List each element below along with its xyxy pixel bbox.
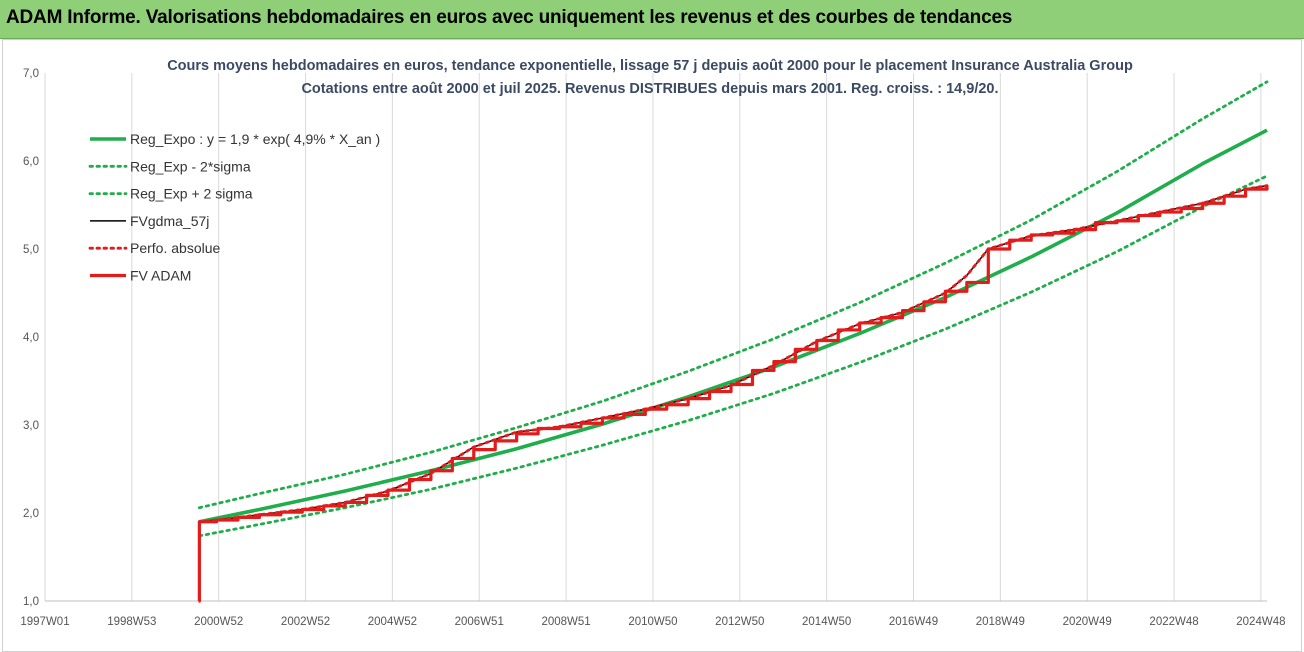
header-title: ADAM Informe. Valorisations hebdomadaire… — [6, 7, 1013, 28]
y-tick-label: 6,0 — [23, 156, 39, 168]
legend-label: Perfo. absolue — [130, 240, 220, 256]
chart-subtitle: Cotations entre août 2000 et juil 2025. … — [301, 81, 998, 97]
legend-label: Reg_Exp - 2*sigma — [130, 158, 251, 174]
x-tick-label: 2014W50 — [802, 616, 851, 628]
x-tick-label: 2020W49 — [1063, 616, 1112, 628]
header-bar: ADAM Informe. Valorisations hebdomadaire… — [0, 0, 1304, 39]
x-tick-label: 2024W48 — [1236, 616, 1285, 628]
y-tick-label: 7,0 — [23, 68, 39, 80]
x-tick-label: 2006W51 — [455, 616, 504, 628]
y-tick-label: 4,0 — [23, 332, 39, 344]
x-tick-label: 2010W50 — [628, 616, 677, 628]
legend-label: FVgdma_57j — [130, 213, 209, 229]
x-tick-label: 2012W50 — [715, 616, 764, 628]
x-tick-label: 2000W52 — [194, 616, 243, 628]
x-tick-label: 2002W52 — [281, 616, 330, 628]
y-tick-label: 3,0 — [23, 420, 39, 432]
y-tick-label: 1,0 — [23, 596, 39, 608]
x-tick-label: 1997W01 — [20, 616, 69, 628]
chart-title: Cours moyens hebdomadaires en euros, ten… — [167, 58, 1133, 74]
legend-label: Reg_Expo : y = 1,9 * exp( 4,9% * X_an ) — [130, 131, 380, 147]
y-tick-label: 2,0 — [23, 508, 39, 520]
grid — [44, 73, 1267, 602]
series-line — [198, 128, 1268, 524]
x-tick-label: 2022W48 — [1149, 616, 1198, 628]
x-axis-ticks: 1997W01 1998W53 2000W52 2002W52 2004W52 2006W… — [20, 616, 1285, 628]
x-tick-label: 1998W53 — [107, 616, 156, 628]
series-line — [197, 185, 1269, 603]
legend-label: FV ADAM — [130, 268, 191, 284]
x-tick-label: 2018W49 — [976, 616, 1025, 628]
legend: Reg_Expo : y = 1,9 * exp( 4,9% * X_an ) R… — [88, 131, 380, 284]
y-axis-ticks: 1,0 2,0 3,0 4,0 5,0 6,0 7,0 — [23, 68, 39, 608]
legend-label: Reg_Exp + 2 sigma — [130, 186, 253, 202]
x-tick-label: 2008W51 — [541, 616, 590, 628]
x-tick-label: 2004W52 — [368, 616, 417, 628]
series-layer — [197, 80, 1269, 603]
series-line — [197, 174, 1269, 538]
x-tick-label: 2016W49 — [889, 616, 938, 628]
series-line — [197, 80, 1269, 510]
y-tick-label: 5,0 — [23, 244, 39, 256]
